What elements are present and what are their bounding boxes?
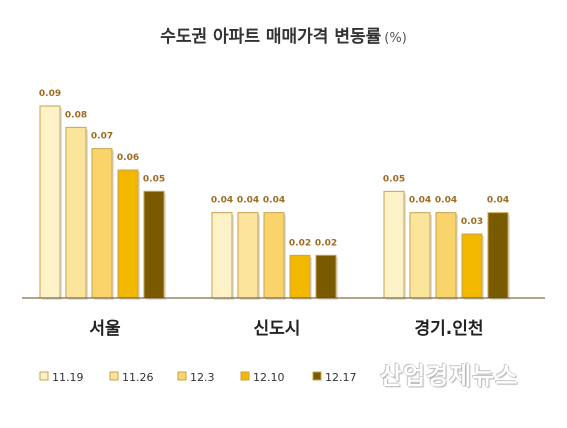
category-label: 서울 — [89, 319, 121, 339]
bar-1-4 — [117, 169, 139, 299]
chart-title-text: 수도권 아파트 매매가격 변동률 — [160, 27, 382, 47]
legend-item: 12.17 — [312, 371, 357, 384]
bar-2-1 — [211, 212, 233, 299]
legend-swatch — [240, 371, 250, 381]
legend-label: 11.19 — [52, 371, 84, 384]
legend-item: 11.19 — [39, 371, 84, 384]
bar-2-3 — [263, 212, 285, 299]
bar-3-1 — [383, 190, 405, 299]
data-label: 0.02 — [289, 238, 311, 248]
data-label: 0.04 — [487, 196, 509, 206]
data-label: 0.09 — [39, 89, 61, 99]
bar-1-2 — [65, 126, 87, 299]
legend-item: 12.10 — [240, 371, 285, 384]
data-label: 0.05 — [143, 174, 165, 184]
data-label: 0.06 — [117, 153, 139, 163]
legend-item: 11.26 — [109, 371, 154, 384]
watermark-logo: 산업경제뉴스 — [380, 362, 519, 390]
bar-1-3 — [91, 148, 113, 299]
legend-item: 12.3 — [177, 371, 215, 384]
data-label: 0.02 — [315, 238, 337, 248]
legend-label: 11.26 — [122, 371, 154, 384]
legend-label: 12.17 — [325, 371, 357, 384]
legend-label: 12.3 — [190, 371, 215, 384]
legend-swatch — [177, 371, 187, 381]
bar-2-4 — [289, 254, 311, 299]
data-label: 0.04 — [211, 196, 233, 206]
data-label: 0.03 — [461, 217, 483, 227]
bar-3-4 — [461, 233, 483, 299]
data-label: 0.07 — [91, 132, 113, 142]
data-label: 0.04 — [263, 196, 285, 206]
chart-title: 수도권 아파트 매매가격 변동률 (%) — [0, 22, 567, 47]
data-label: 0.04 — [409, 196, 431, 206]
legend-label: 12.10 — [253, 371, 285, 384]
data-label: 0.05 — [383, 174, 405, 184]
bar-3-2 — [409, 212, 431, 299]
legend-swatch — [312, 371, 322, 381]
bar-1-1 — [39, 105, 61, 299]
legend-swatch — [39, 371, 49, 381]
bar-1-5 — [143, 190, 165, 299]
legend-swatch — [109, 371, 119, 381]
data-label: 0.04 — [237, 196, 259, 206]
bar-2-2 — [237, 212, 259, 299]
bar-3-5 — [487, 212, 509, 299]
category-label: 신도시 — [254, 319, 301, 339]
category-label: 경기.인천 — [414, 319, 483, 339]
bar-3-3 — [435, 212, 457, 299]
data-label: 0.04 — [435, 196, 457, 206]
data-label: 0.08 — [65, 110, 87, 120]
chart-title-unit: (%) — [384, 31, 407, 46]
bar-2-5 — [315, 254, 337, 299]
